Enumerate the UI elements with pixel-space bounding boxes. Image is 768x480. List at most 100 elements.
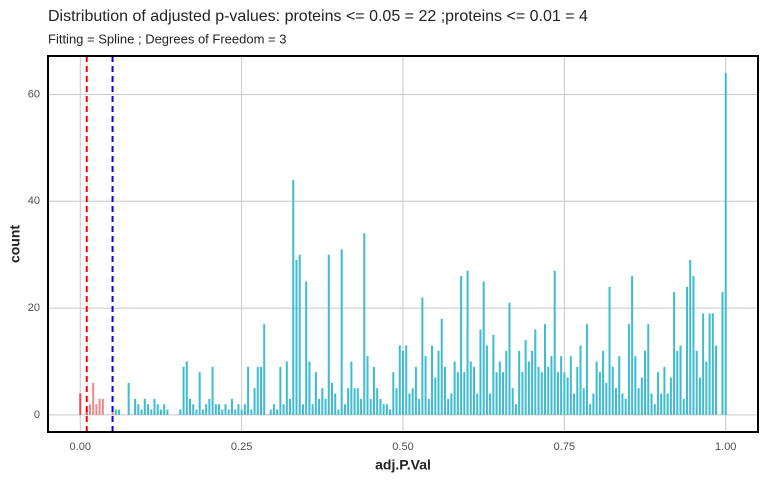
chart-title: Distribution of adjusted p-values: prote… [48,8,588,25]
bar [134,398,137,415]
y-tick-label: 0 [34,409,40,421]
bar [553,270,556,415]
bar [640,377,643,415]
bar [311,404,314,415]
bar [179,409,182,415]
bar [376,388,379,415]
bar [547,366,550,415]
bar [95,404,98,415]
bar [595,361,598,415]
bar [560,356,563,415]
bar [114,409,117,415]
bar [285,361,288,415]
bar [644,350,647,415]
bar [314,372,317,415]
bar [366,356,369,415]
bar [156,404,159,415]
bar [708,313,711,415]
bar [347,388,350,415]
bar [140,409,143,415]
y-tick-label: 20 [28,302,40,314]
bar [598,372,601,415]
bar [240,409,243,415]
y-tick-label: 60 [28,88,40,100]
bar [469,361,472,415]
bar [676,350,679,415]
bar [566,377,569,415]
bar [627,324,630,415]
bar [721,292,724,415]
bar [153,398,156,415]
bar [327,254,330,415]
bar [647,324,650,415]
bar [573,393,576,415]
bar [324,398,327,415]
bar [660,393,663,415]
bar [111,409,114,415]
bar [563,372,566,415]
bar [689,260,692,415]
bar [92,382,95,415]
bar [411,388,414,415]
bar [702,313,705,415]
x-tick-label: 0.50 [392,441,413,453]
bar [582,388,585,415]
bar [692,276,695,415]
bar [147,404,150,415]
bar [289,398,292,415]
bar [508,302,511,415]
bar [221,409,224,415]
x-tick-label: 1.00 [715,441,736,453]
bar [117,409,121,415]
bar [724,73,727,415]
bar [715,345,718,415]
bar [127,382,130,415]
bar [321,388,324,415]
bar [505,350,508,415]
bar [98,398,101,415]
bar [518,350,521,415]
bar [592,393,595,415]
bar [502,372,505,415]
y-tick-label: 40 [28,195,40,207]
bar [682,398,685,415]
x-tick-label: 0.75 [554,441,575,453]
bar [531,350,534,415]
bar [663,366,666,415]
bar [511,388,514,415]
bar [392,372,395,415]
bar [192,404,195,415]
bar [379,398,382,415]
bar [456,372,459,415]
bar [163,404,166,415]
bar [585,324,588,415]
bar [666,393,669,415]
bar [479,329,482,415]
bar [656,372,659,415]
bar [447,398,450,415]
bar [389,409,392,415]
bar [382,404,385,415]
bar [185,361,188,415]
bar [556,372,559,415]
panel-border [47,55,759,433]
bar [589,404,592,415]
bar [385,404,388,415]
bar [408,393,411,415]
bar [301,404,304,415]
bar [431,345,434,415]
bar [237,404,240,415]
chart-subtitle: Fitting = Spline ; Degrees of Freedom = … [48,31,286,46]
bar [621,393,624,415]
bar [259,366,263,415]
bar [437,350,440,415]
bar [405,345,408,415]
bar [443,366,446,415]
bar [363,233,366,415]
bar [166,409,169,415]
bar [605,382,608,415]
bar [208,398,211,415]
bar [263,324,266,415]
bar [534,329,537,415]
